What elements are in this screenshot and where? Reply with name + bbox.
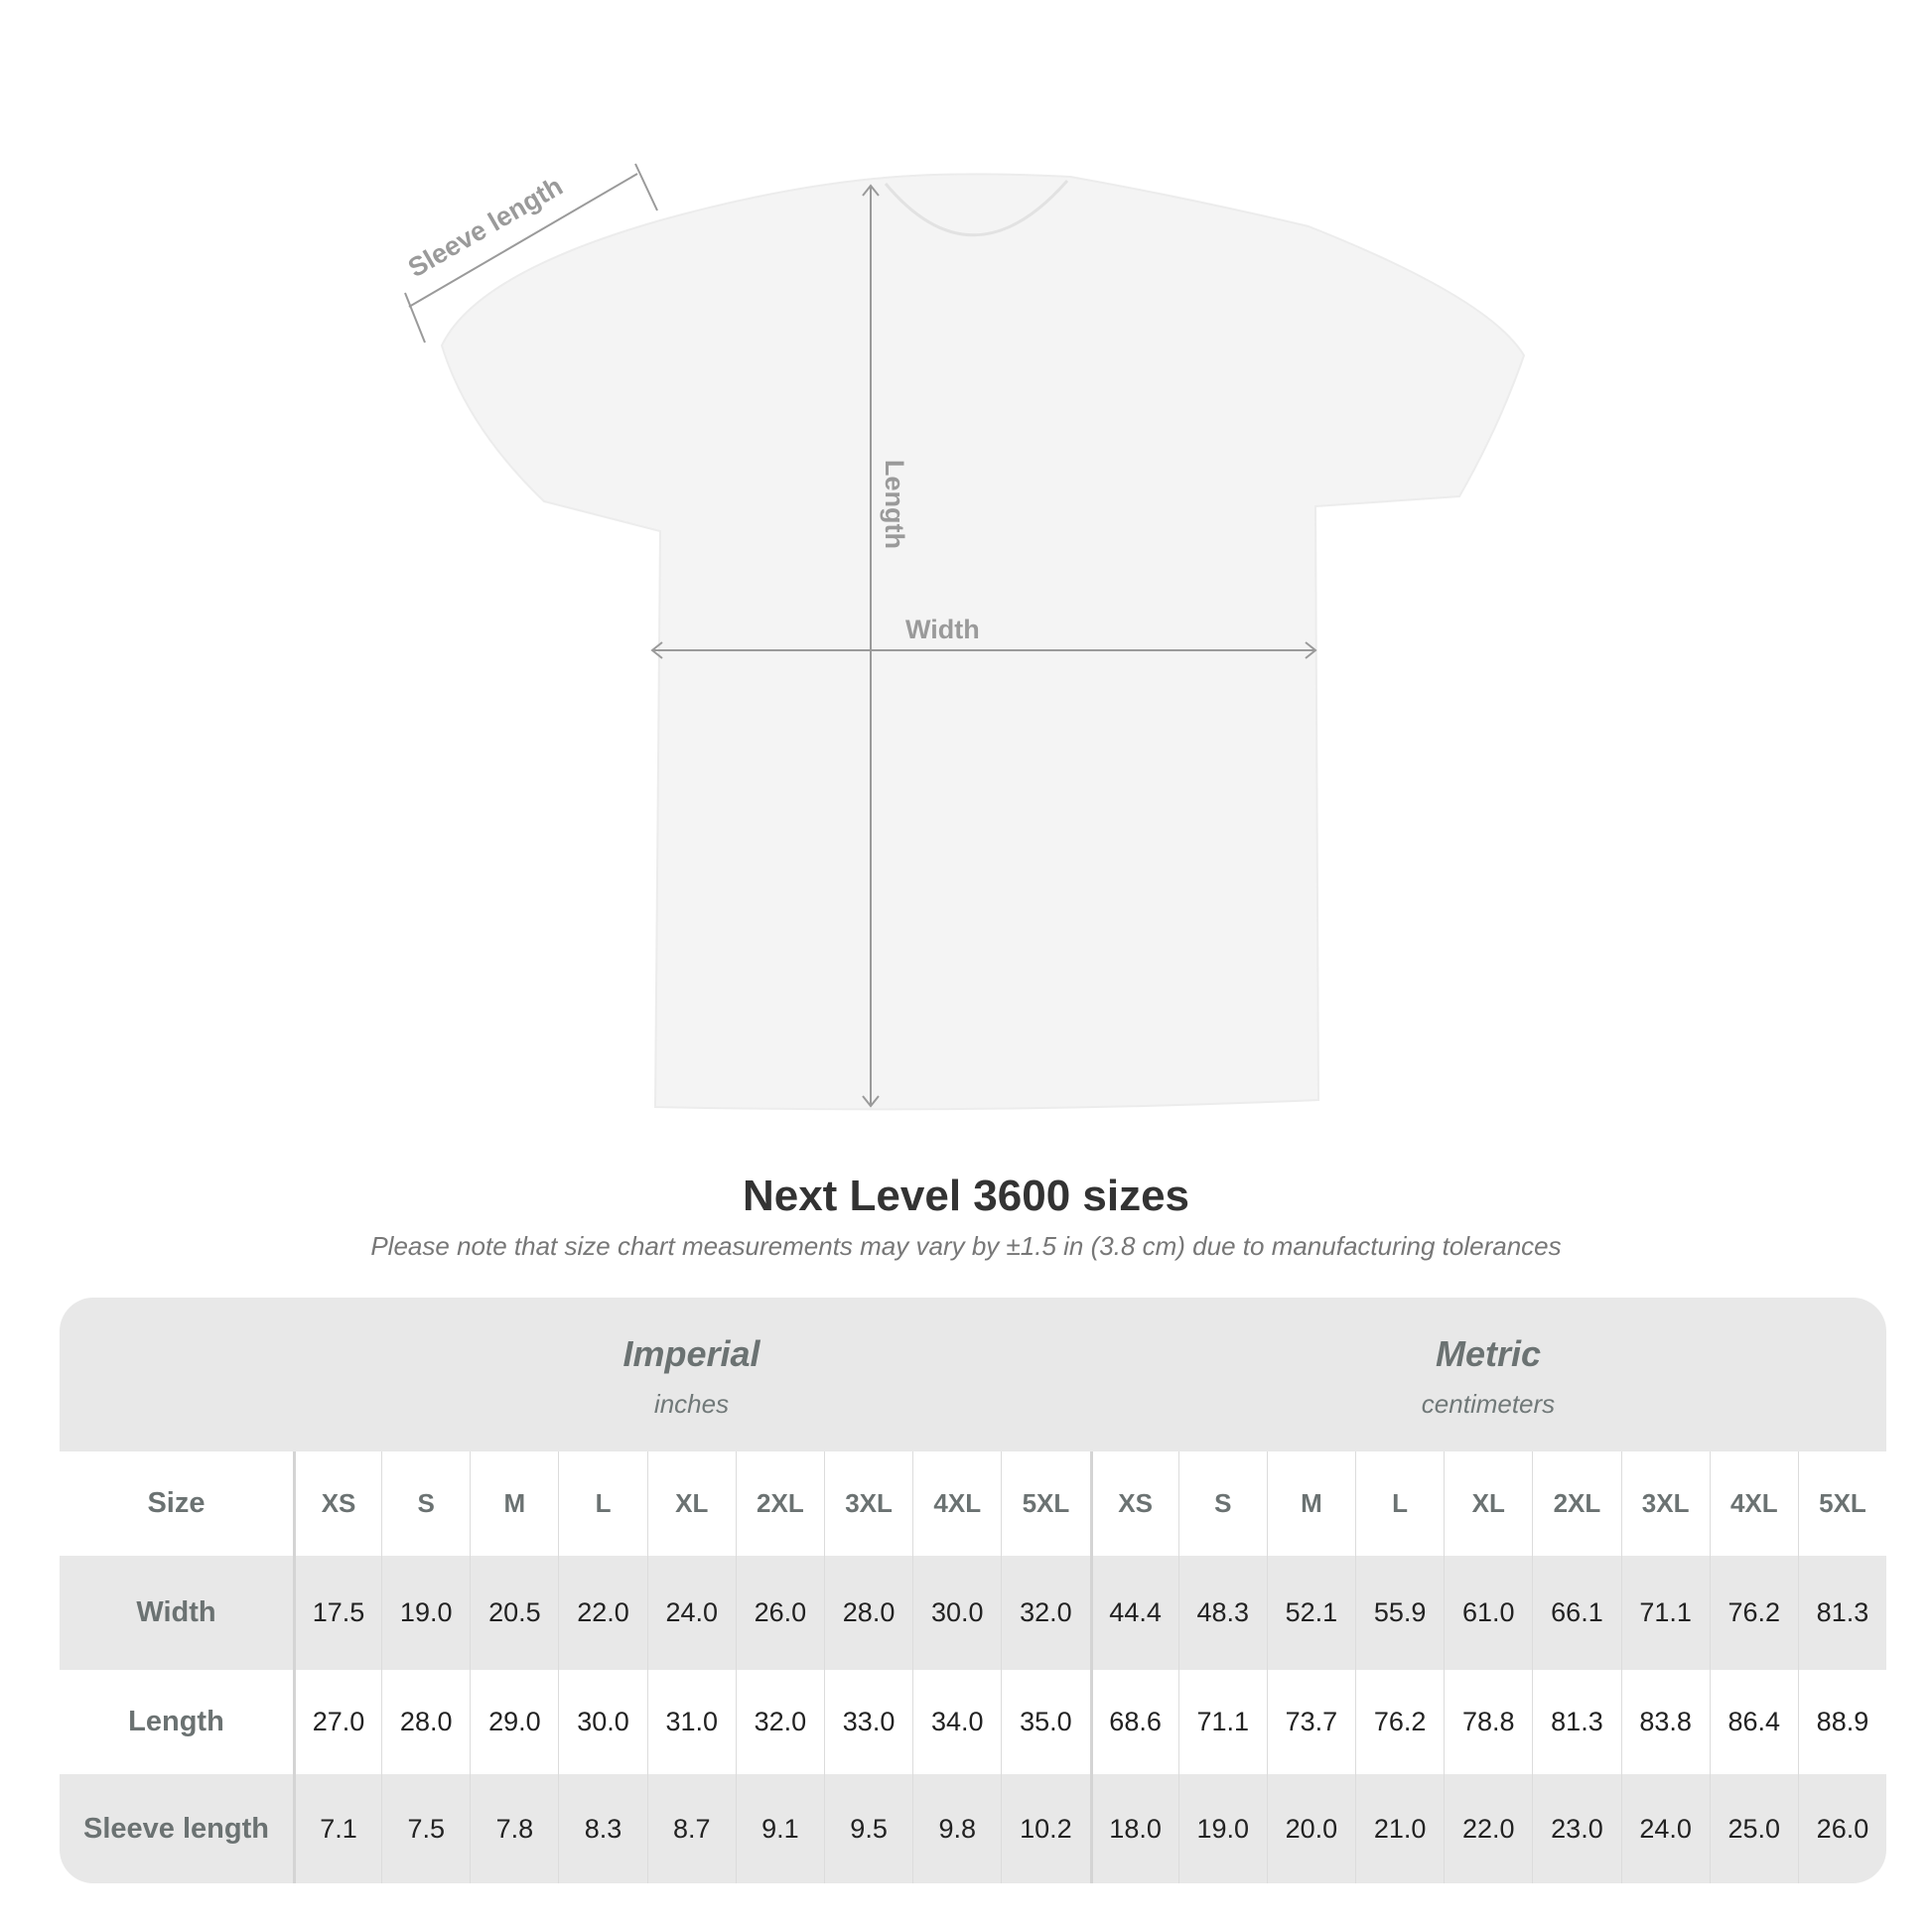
metric-value: 61.0 xyxy=(1444,1556,1532,1670)
row-label: Sleeve length xyxy=(82,1812,269,1845)
tshirt-diagram: Sleeve length Length Width xyxy=(403,163,1526,1111)
metric-size-2xl: 2XL xyxy=(1532,1451,1620,1556)
table-row-sleeve-length: Sleeve length 7.1 7.5 7.8 8.3 8.7 9.1 9.5 9.8 10.… xyxy=(60,1774,1886,1883)
imperial-value: 7.5 xyxy=(381,1774,470,1883)
collar xyxy=(884,180,1069,237)
metric-value: 81.3 xyxy=(1797,1556,1886,1670)
tshirt-shape xyxy=(440,173,1526,1111)
imperial-value: 27.0 xyxy=(292,1670,381,1774)
metric-value: 25.0 xyxy=(1709,1774,1798,1883)
metric-value: 55.9 xyxy=(1355,1556,1444,1670)
metric-value: 19.0 xyxy=(1177,1774,1267,1883)
imperial-unit: inches xyxy=(653,1389,730,1419)
metric-value: 21.0 xyxy=(1355,1774,1444,1883)
metric-value: 86.4 xyxy=(1709,1670,1798,1774)
imperial-size-2xl: 2XL xyxy=(735,1451,824,1556)
imperial-value: 33.0 xyxy=(823,1670,912,1774)
metric-value: 76.2 xyxy=(1355,1670,1444,1774)
row-label: Length xyxy=(128,1706,224,1737)
imperial-value: 34.0 xyxy=(912,1670,1001,1774)
metric-size-m: M xyxy=(1266,1451,1355,1556)
sleeve-length-line xyxy=(408,173,638,308)
metric-value: 81.3 xyxy=(1532,1670,1620,1774)
metric-value: 48.3 xyxy=(1177,1556,1267,1670)
metric-value: 83.8 xyxy=(1620,1670,1710,1774)
metric-size-s: S xyxy=(1177,1451,1267,1556)
imperial-value: 19.0 xyxy=(381,1556,470,1670)
width-label: Width xyxy=(905,615,980,644)
tolerance-note: Please note that size chart measurements… xyxy=(370,1231,1562,1261)
imperial-value: 10.2 xyxy=(1001,1774,1089,1883)
metric-value: 66.1 xyxy=(1532,1556,1620,1670)
imperial-value: 29.0 xyxy=(470,1670,558,1774)
imperial-value: 28.0 xyxy=(823,1556,912,1670)
imperial-value: 17.5 xyxy=(292,1556,381,1670)
imperial-value: 8.3 xyxy=(558,1774,646,1883)
imperial-value: 30.0 xyxy=(558,1670,646,1774)
metric-value: 68.6 xyxy=(1089,1670,1178,1774)
imperial-value: 32.0 xyxy=(735,1670,824,1774)
metric-value: 44.4 xyxy=(1089,1556,1178,1670)
metric-value: 71.1 xyxy=(1620,1556,1710,1670)
metric-value: 18.0 xyxy=(1089,1774,1178,1883)
imperial-value: 22.0 xyxy=(558,1556,646,1670)
imperial-value: 30.0 xyxy=(912,1556,1001,1670)
imperial-size-s: S xyxy=(381,1451,470,1556)
row-label: Width xyxy=(136,1596,216,1628)
imperial-value: 32.0 xyxy=(1001,1556,1089,1670)
imperial-value: 26.0 xyxy=(735,1556,824,1670)
imperial-value: 9.5 xyxy=(823,1774,912,1883)
metric-title: Metric xyxy=(1435,1333,1542,1374)
metric-size-xs: XS xyxy=(1089,1451,1178,1556)
length-label: Length xyxy=(880,460,909,549)
size-header-row: Size XS S M L XL 2XL 3XL 4XL 5XL XS S M L XL 2XL 3XL 4XL 5… xyxy=(60,1451,1886,1556)
imperial-title: Imperial xyxy=(622,1333,760,1374)
table-row-length: Length 27.0 28.0 29.0 30.0 31.0 32.0 33.0 34.0 35… xyxy=(60,1670,1886,1774)
metric-unit: centimeters xyxy=(1421,1389,1556,1419)
metric-header: Metric centimeters xyxy=(1090,1298,1886,1451)
metric-value: 52.1 xyxy=(1266,1556,1355,1670)
imperial-size-4xl: 4XL xyxy=(912,1451,1001,1556)
metric-value: 24.0 xyxy=(1620,1774,1710,1883)
table-row-width: Width 17.5 19.0 20.5 22.0 24.0 26.0 28.0 30.0 32.… xyxy=(60,1556,1886,1670)
imperial-value: 35.0 xyxy=(1001,1670,1089,1774)
metric-value: 20.0 xyxy=(1266,1774,1355,1883)
imperial-value: 7.8 xyxy=(470,1774,558,1883)
metric-value: 23.0 xyxy=(1532,1774,1620,1883)
size-label: Size xyxy=(147,1487,206,1519)
imperial-value: 20.5 xyxy=(470,1556,558,1670)
imperial-size-3xl: 3XL xyxy=(823,1451,912,1556)
imperial-value: 9.8 xyxy=(912,1774,1001,1883)
imperial-value: 7.1 xyxy=(292,1774,381,1883)
imperial-value: 24.0 xyxy=(646,1556,736,1670)
imperial-size-xl: XL xyxy=(646,1451,736,1556)
imperial-header: Imperial inches xyxy=(293,1298,1090,1451)
metric-value: 71.1 xyxy=(1177,1670,1267,1774)
metric-size-3xl: 3XL xyxy=(1620,1451,1710,1556)
metric-value: 26.0 xyxy=(1797,1774,1886,1883)
imperial-value: 31.0 xyxy=(646,1670,736,1774)
metric-value: 73.7 xyxy=(1266,1670,1355,1774)
metric-value: 76.2 xyxy=(1709,1556,1798,1670)
imperial-value: 9.1 xyxy=(735,1774,824,1883)
imperial-size-5xl: 5XL xyxy=(1001,1451,1089,1556)
imperial-size-xs: XS xyxy=(292,1451,381,1556)
metric-value: 88.9 xyxy=(1797,1670,1886,1774)
metric-value: 22.0 xyxy=(1444,1774,1532,1883)
imperial-size-m: M xyxy=(470,1451,558,1556)
imperial-value: 8.7 xyxy=(646,1774,736,1883)
metric-value: 78.8 xyxy=(1444,1670,1532,1774)
metric-size-xl: XL xyxy=(1444,1451,1532,1556)
imperial-value: 28.0 xyxy=(381,1670,470,1774)
imperial-size-l: L xyxy=(558,1451,646,1556)
metric-size-l: L xyxy=(1355,1451,1444,1556)
size-table: Imperial inches Metric centimeters Size X… xyxy=(60,1298,1886,1883)
metric-size-4xl: 4XL xyxy=(1709,1451,1798,1556)
chart-title: Next Level 3600 sizes xyxy=(742,1172,1190,1220)
metric-size-5xl: 5XL xyxy=(1797,1451,1886,1556)
